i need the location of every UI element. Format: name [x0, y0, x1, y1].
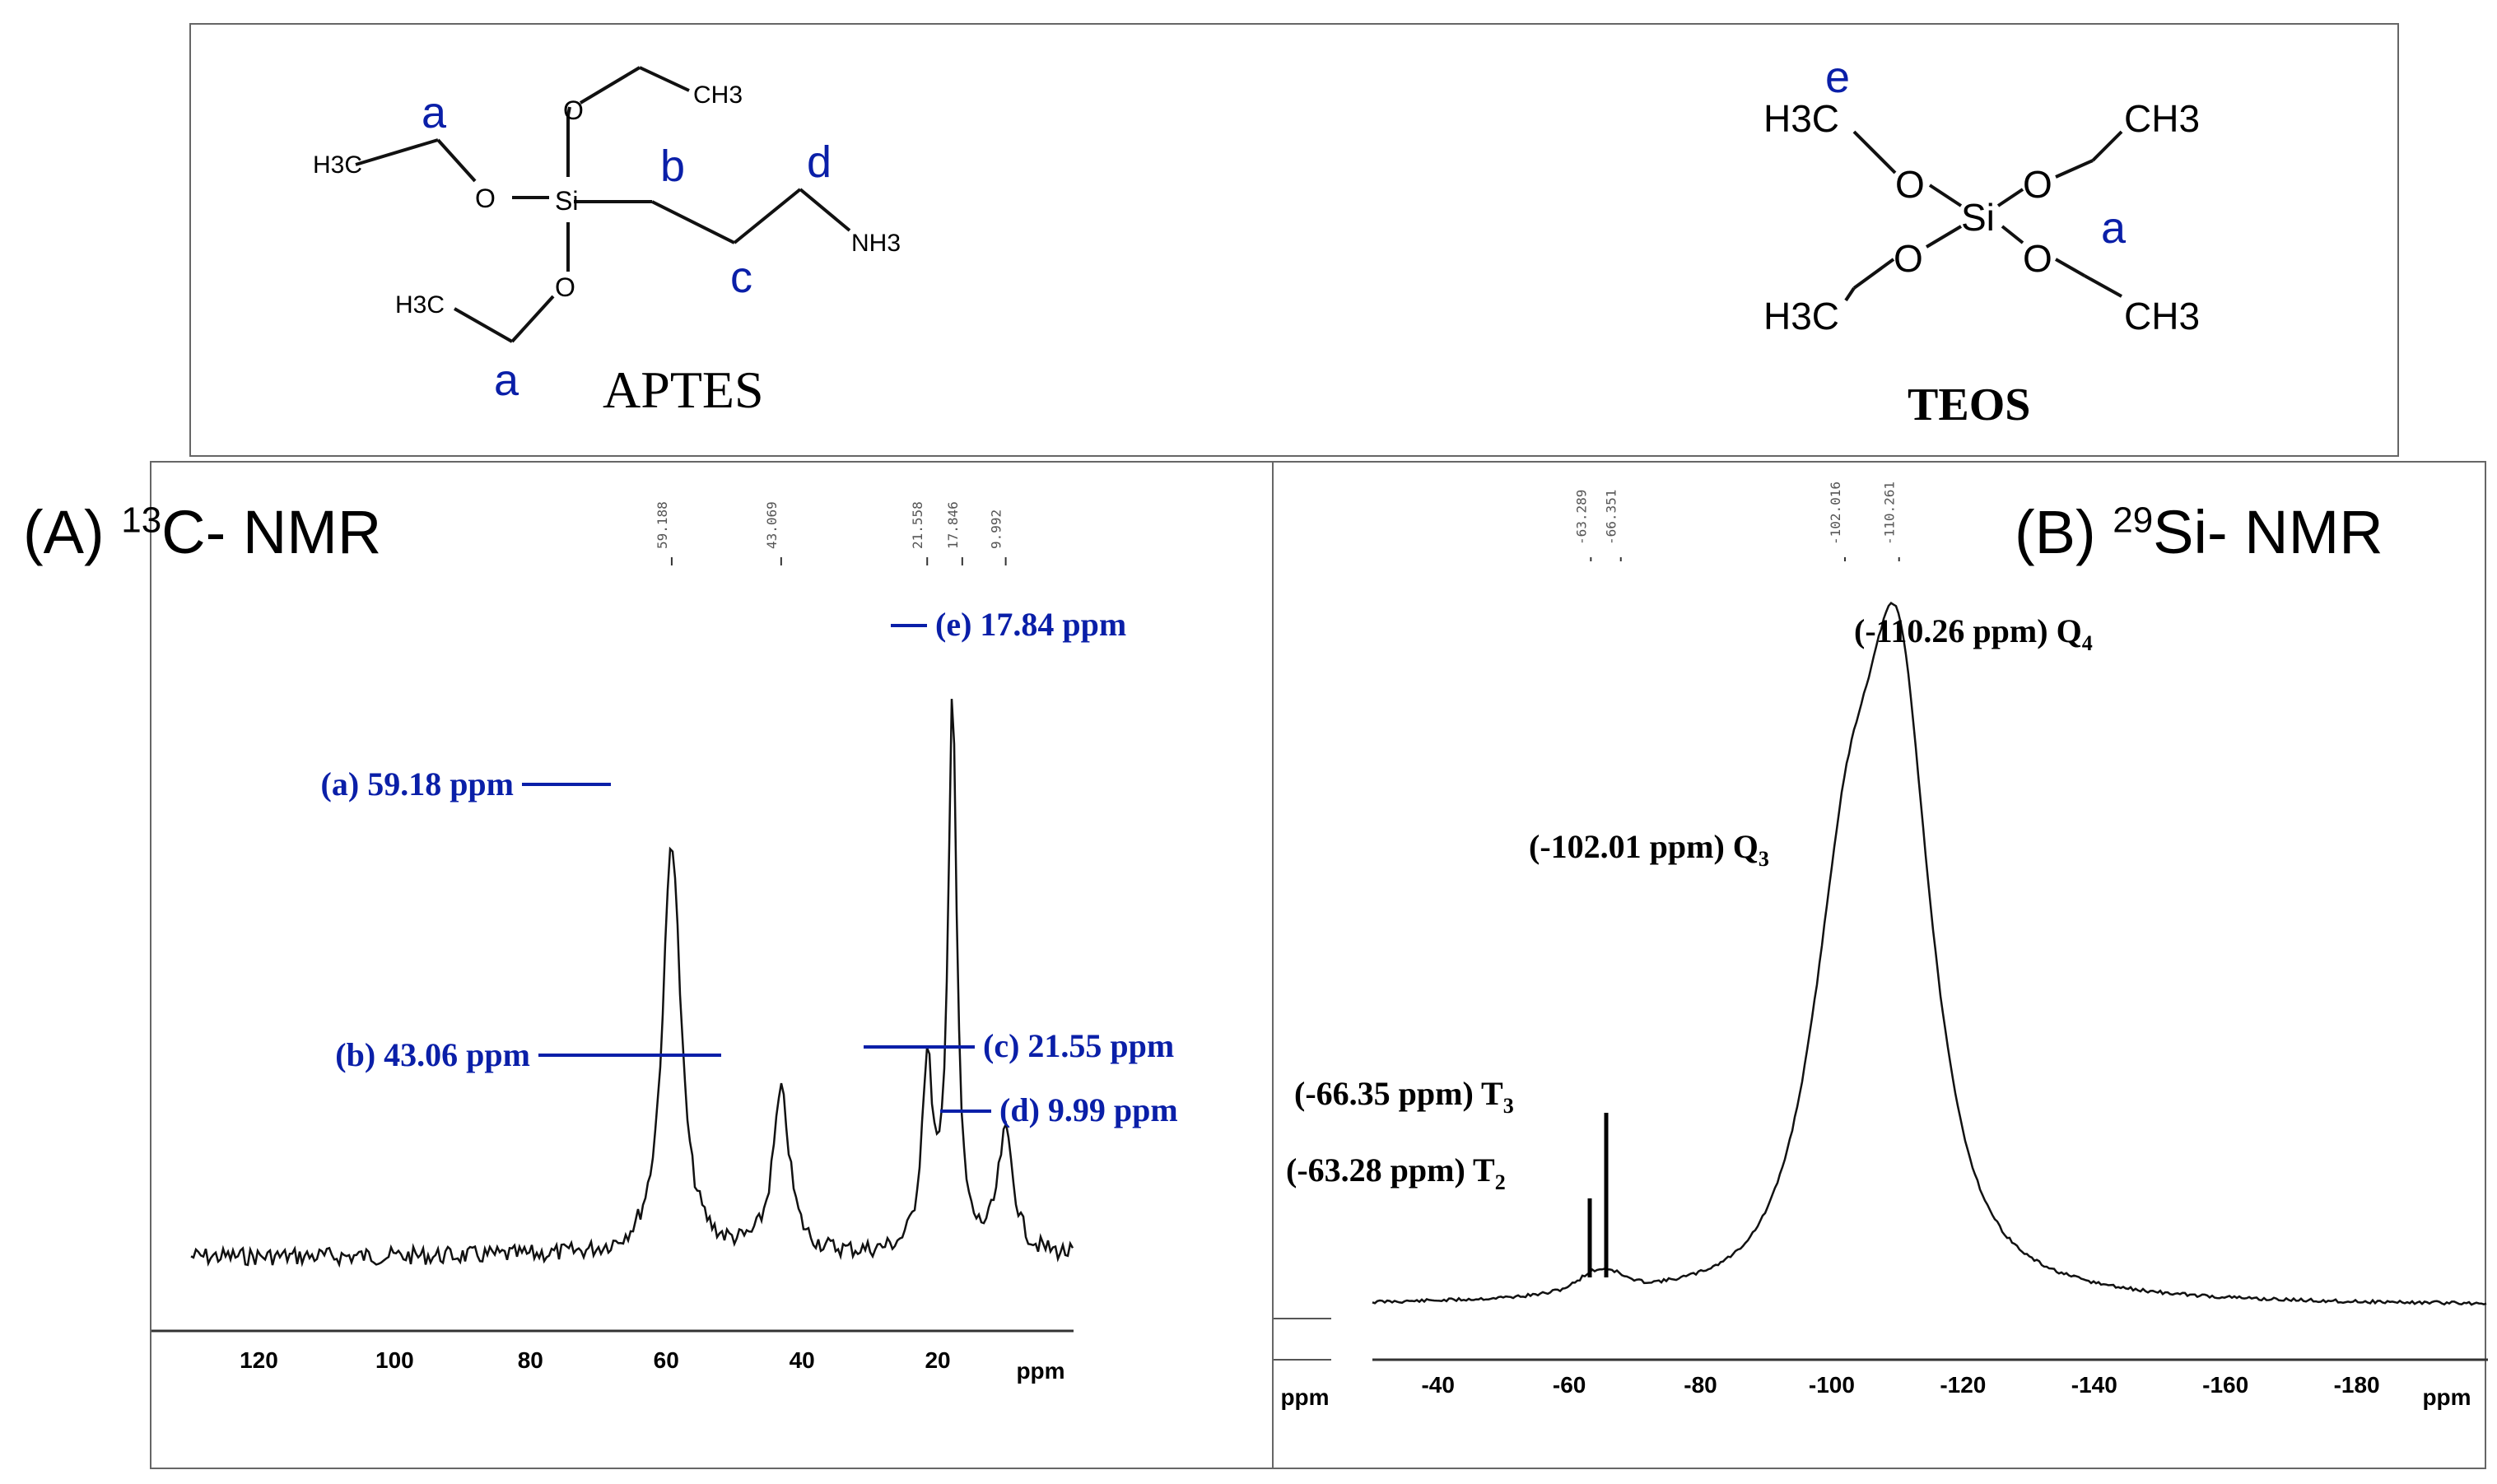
peak-tick-label: 43.069 [764, 501, 780, 549]
annotations-a: (a) 59.18 ppm (b) 43.06 ppm (c) 21.55 pp… [321, 606, 1178, 1128]
aptes-label-a-top: a [422, 88, 447, 137]
axis-tick-label: -100 [1809, 1372, 1855, 1398]
peak-ticks-a: 59.188 43.069 21.558 17.846 9.992 [655, 501, 1007, 565]
peak-tick-label: 21.558 [910, 501, 925, 549]
axis-tick-label: 40 [790, 1347, 815, 1373]
annotation-d: (d) 9.99 ppm [999, 1091, 1178, 1128]
annotation-t3: (-66.35 ppm) T3 [1294, 1075, 1514, 1118]
axis-tick-label: -160 [2202, 1372, 2248, 1398]
axis-tick-label: 120 [240, 1347, 278, 1373]
structures-svg: CH3 O H3C O Si NH3 O H3C a b d c a APTES [313, 53, 2200, 430]
panel-a-title-rest: C- NMR [161, 498, 382, 566]
stub-unit: ppm [1280, 1384, 1329, 1410]
aptes-nh3: NH3 [851, 230, 901, 257]
teos-atoms: H3C CH3 O O Si O O H3C CH3 [1763, 97, 2200, 337]
structures-panel: CH3 O H3C O Si NH3 O H3C a b d c a APTES [189, 23, 2399, 457]
spectrum-b-trace [1372, 601, 2487, 1306]
peak-tick-label: 17.846 [945, 501, 961, 549]
aptes-si: Si [555, 186, 578, 216]
annotation-q4: (-110.26 ppm) Q4 [1854, 612, 2093, 655]
axis-tick-label: 100 [375, 1347, 414, 1373]
annotation-q3: (-102.01 ppm) Q3 [1529, 828, 1769, 871]
teos-ch3-tr: CH3 [2124, 97, 2200, 140]
aptes-label-a-bottom: a [494, 356, 519, 405]
annotations-b: (-110.26 ppm) Q4 (-102.01 ppm) Q3 (-66.3… [1286, 612, 2093, 1194]
teos-o3: O [1894, 237, 1923, 280]
axis-tick-label: 80 [518, 1347, 543, 1373]
panel-b-letter: (B) [2015, 498, 2096, 566]
axis-tick-label: -120 [1940, 1372, 1986, 1398]
spectrum-a-svg: 120 100 80 60 40 20 ppm 59.188 43.069 21.558 17.… [151, 501, 1178, 1384]
panel-b-title-rest: Si- NMR [2153, 498, 2383, 566]
axis-tick-label: -60 [1553, 1372, 1586, 1398]
axis-a-ticks: 120 100 80 60 40 20 [240, 1347, 951, 1373]
spectrum-a-trace [190, 699, 1074, 1268]
annotation-lines-a [522, 624, 991, 1113]
axis-b-unit: ppm [2422, 1384, 2471, 1410]
annotation-b: (b) 43.06 ppm [335, 1036, 530, 1073]
annotation-t2: (-63.28 ppm) T2 [1286, 1151, 1506, 1194]
teos-ch3-br: CH3 [2124, 295, 2200, 337]
panel-b-isotope: 29 [2113, 500, 2154, 541]
peak-tick-label: -102.016 [1828, 481, 1843, 545]
panel-a-letter: (A) [23, 498, 105, 566]
teos-label-a: a [2101, 203, 2127, 253]
aptes-h3c-left: H3C [313, 151, 362, 179]
axis-tick-label: -140 [2071, 1372, 2117, 1398]
aptes-h3c-bottom: H3C [395, 291, 445, 319]
teos-label-e: e [1825, 53, 1850, 102]
aptes-o-left: O [475, 184, 496, 213]
peak-ticks-b: -63.289 -66.351 -102.016 -110.261 [1573, 481, 1900, 561]
peak-tick-label: -110.261 [1882, 481, 1898, 545]
aptes-label-b: b [660, 142, 685, 191]
teos-o1: O [1895, 163, 1925, 206]
spectrum-b-svg: ppm -40 -60 -80 -100 -120 -140 -160 -180 ppm -6… [1274, 481, 2488, 1410]
annotation-a: (a) 59.18 ppm [321, 765, 514, 802]
peak-tick-label: 9.992 [989, 509, 1004, 549]
aptes-labels: a b d c a [422, 88, 832, 405]
axis-b-ticks: -40 -60 -80 -100 -120 -140 -160 -180 [1421, 1372, 2379, 1398]
axis-tick-label: 20 [925, 1347, 950, 1373]
peak-tick-label: -63.289 [1573, 490, 1589, 545]
axis-tick-label: -180 [2334, 1372, 2380, 1398]
axis-tick-label: -40 [1421, 1372, 1454, 1398]
teos-o2: O [2023, 163, 2052, 206]
teos-bonds [1844, 130, 2123, 302]
aptes-label-c: c [730, 253, 752, 302]
annotation-c: (c) 21.55 ppm [983, 1027, 1174, 1064]
panel-a-title: (A) 13C- NMR [23, 497, 381, 567]
panel-a-isotope: 13 [121, 500, 162, 541]
teos-h3c-tl: H3C [1763, 97, 1839, 140]
teos-o4: O [2023, 237, 2052, 280]
aptes-bonds [355, 66, 851, 343]
teos-h3c-bl: H3C [1763, 295, 1839, 337]
aptes-label-d: d [807, 137, 832, 187]
teos-name: TEOS [1908, 379, 2030, 430]
teos-si: Si [1961, 196, 1995, 239]
panel-b-29si-nmr: (B) 29Si- NMR ppm -40 -60 -80 -100 -120 -140-… [1272, 461, 2488, 1469]
axis-a-unit: ppm [1016, 1358, 1064, 1384]
panel-b-title: (B) 29Si- NMR [2015, 497, 2383, 567]
axis-tick-label: 60 [654, 1347, 679, 1373]
aptes-o-bottom: O [555, 272, 575, 302]
peak-tick-label: 59.188 [655, 501, 670, 549]
annotation-e: (e) 17.84 ppm [935, 606, 1126, 643]
teos-labels: e a [1825, 53, 2127, 253]
panel-a-13c-nmr: (A) 13C- NMR 120 100 80 60 40 20 ppm 59.188 43… [23, 461, 1274, 1469]
aptes-name: APTES [603, 361, 764, 419]
aptes-ch3-top: CH3 [693, 81, 743, 109]
peak-tick-label: -66.351 [1604, 490, 1619, 545]
axis-tick-label: -80 [1684, 1372, 1717, 1398]
aptes-o-top: O [563, 95, 584, 125]
